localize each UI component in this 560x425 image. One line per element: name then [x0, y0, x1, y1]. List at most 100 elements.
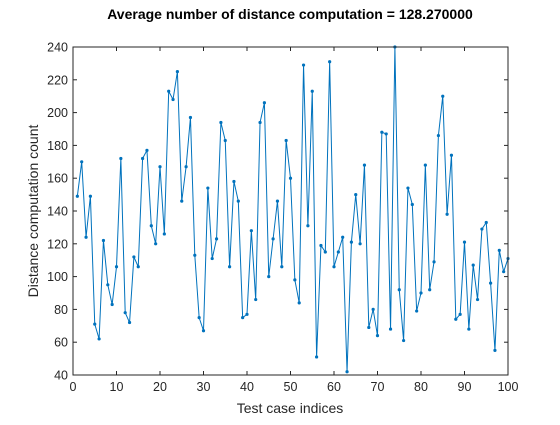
x-tick-label: 60	[327, 380, 341, 394]
data-point	[93, 322, 97, 326]
x-tick-label: 50	[284, 380, 298, 394]
data-point	[380, 130, 384, 134]
data-point	[467, 327, 471, 331]
data-point	[193, 253, 197, 257]
data-point	[162, 232, 166, 236]
data-point	[306, 224, 310, 228]
data-point	[258, 120, 262, 125]
data-point	[245, 312, 249, 316]
data-point	[275, 199, 280, 203]
data-point	[388, 327, 393, 331]
data-point	[80, 160, 84, 164]
data-point	[158, 165, 162, 169]
x-tick-label: 40	[240, 380, 254, 394]
data-point	[410, 202, 414, 207]
y-tick-label: 180	[47, 139, 68, 153]
y-tick-label: 240	[47, 41, 68, 55]
data-point	[254, 297, 258, 302]
data-point	[419, 291, 423, 295]
data-point	[114, 265, 119, 269]
data-point	[328, 60, 332, 64]
y-tick-label: 160	[47, 172, 68, 186]
y-tick-label: 100	[47, 270, 68, 284]
axes-box	[72, 46, 509, 376]
data-point	[127, 320, 132, 325]
data-point	[210, 256, 214, 261]
x-tick-label: 90	[458, 380, 472, 394]
x-tick-label: 70	[371, 380, 385, 394]
data-point	[145, 148, 149, 152]
x-tick-label: 10	[110, 380, 124, 394]
y-tick-label: 60	[54, 336, 68, 350]
data-point	[489, 281, 493, 285]
data-point	[223, 138, 227, 143]
data-point	[341, 235, 345, 239]
data-point	[397, 288, 401, 292]
data-point	[301, 63, 306, 67]
chart-title: Average number of distance computation =…	[107, 6, 473, 22]
data-point	[184, 165, 188, 169]
data-point	[249, 229, 253, 233]
data-point	[88, 194, 92, 198]
data-point	[288, 176, 293, 180]
data-point	[141, 156, 145, 161]
data-point	[175, 70, 179, 74]
data-point	[84, 235, 88, 239]
data-point	[297, 301, 301, 305]
data-point	[323, 250, 327, 254]
data-point	[475, 297, 480, 302]
data-point	[315, 355, 319, 359]
data-point	[136, 265, 140, 269]
data-point	[502, 270, 506, 274]
data-point	[241, 316, 245, 320]
data-point	[119, 156, 123, 161]
data-point	[232, 179, 236, 184]
x-tick-label: 20	[153, 380, 167, 394]
data-point	[228, 265, 232, 269]
data-point	[171, 97, 175, 102]
data-point	[319, 243, 323, 248]
data-point	[432, 260, 436, 264]
data-point	[428, 288, 432, 292]
series-line	[76, 46, 509, 373]
data-point	[371, 307, 375, 311]
y-tick-label: 140	[47, 205, 68, 219]
data-point	[362, 163, 367, 167]
data-point	[75, 194, 79, 198]
data-point	[484, 220, 488, 225]
data-point	[280, 265, 284, 269]
data-point	[167, 89, 171, 93]
data-point	[336, 250, 340, 254]
data-point	[262, 101, 266, 105]
data-point	[284, 138, 288, 143]
data-point	[214, 237, 219, 241]
data-point	[267, 275, 271, 279]
data-point	[149, 224, 153, 228]
y-tick-label: 120	[47, 237, 68, 251]
data-point	[449, 153, 454, 157]
x-tick-label: 0	[70, 380, 77, 394]
data-point	[197, 316, 201, 320]
data-point	[458, 312, 462, 316]
y-tick-label: 200	[47, 106, 68, 120]
axis-ticks: 0 10 20 30 40 50 60 70 80 90 100 40 60 80 100 120 140 160…	[47, 41, 518, 395]
data-point	[180, 199, 184, 203]
data-point	[375, 334, 380, 338]
x-tick-label: 30	[197, 380, 211, 394]
data-point	[402, 338, 406, 343]
data-point	[436, 133, 440, 138]
data-point	[445, 212, 449, 216]
data-point	[201, 329, 206, 333]
data-point	[271, 237, 275, 241]
data-point	[332, 265, 336, 269]
data-point	[358, 242, 362, 246]
data-point	[493, 348, 497, 352]
data-point	[349, 240, 353, 244]
data-point	[110, 302, 114, 307]
data-point	[471, 263, 475, 267]
data-point	[236, 199, 240, 203]
data-point	[101, 238, 106, 243]
y-tick-label: 220	[47, 73, 68, 87]
